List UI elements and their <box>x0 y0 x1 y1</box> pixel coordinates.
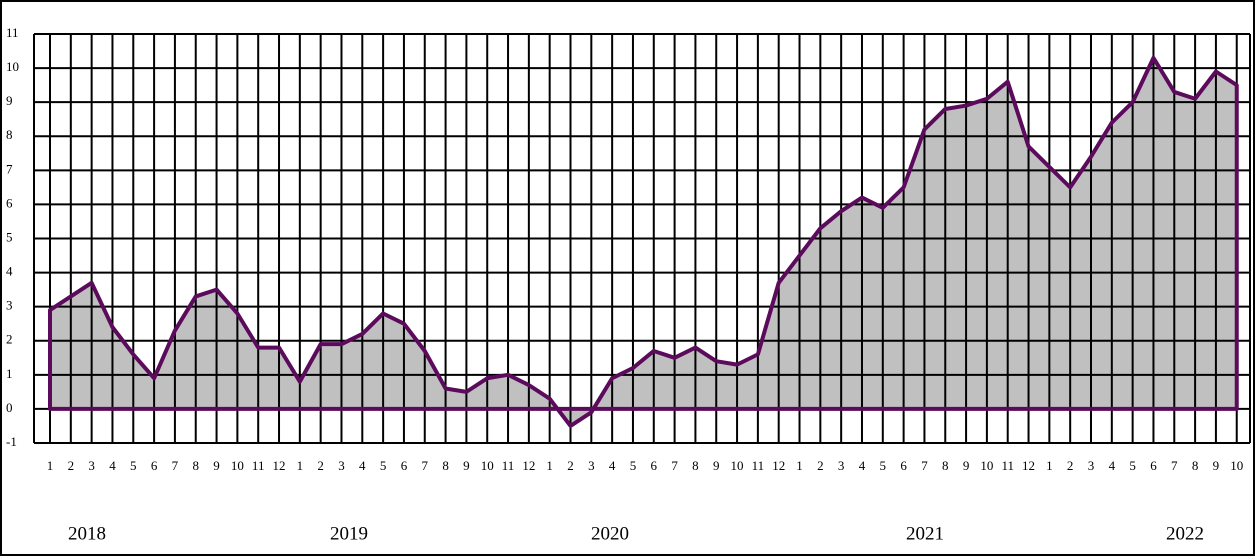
x-tick-label: 6 <box>151 458 158 473</box>
year-label: 2020 <box>591 523 629 544</box>
x-tick-label: 9 <box>1213 458 1220 473</box>
year-label: 2022 <box>1166 523 1204 544</box>
y-tick-label: 5 <box>6 229 13 244</box>
x-tick-label: 8 <box>192 458 199 473</box>
x-tick-label: 1 <box>47 458 54 473</box>
x-tick-label: 4 <box>359 458 366 473</box>
y-tick-label: 9 <box>6 93 13 108</box>
x-tick-label: 3 <box>88 458 95 473</box>
x-tick-label: 4 <box>859 458 866 473</box>
x-tick-label: 5 <box>380 458 387 473</box>
x-tick-label: 2 <box>317 458 324 473</box>
x-tick-label: 6 <box>401 458 408 473</box>
x-tick-label: 4 <box>609 458 616 473</box>
x-tick-label: 11 <box>252 458 265 473</box>
x-tick-label: 1 <box>546 458 553 473</box>
x-tick-label: 7 <box>671 458 678 473</box>
y-tick-label: 0 <box>6 400 13 415</box>
x-tick-label: 9 <box>713 458 720 473</box>
x-tick-label: 7 <box>422 458 429 473</box>
x-tick-label: 2 <box>567 458 574 473</box>
y-tick-label: 7 <box>6 161 13 176</box>
x-tick-label: 9 <box>963 458 970 473</box>
x-tick-label: 11 <box>502 458 515 473</box>
x-tick-label: 12 <box>522 458 535 473</box>
x-tick-label: 8 <box>692 458 699 473</box>
y-tick-label: 11 <box>6 25 19 40</box>
x-tick-label: 4 <box>1109 458 1116 473</box>
area <box>50 57 1237 426</box>
x-tick-label: 7 <box>172 458 179 473</box>
y-tick-label: 6 <box>6 195 13 210</box>
x-tick-label: 10 <box>481 458 494 473</box>
x-tick-label: 8 <box>942 458 949 473</box>
x-tick-label: 12 <box>273 458 286 473</box>
x-tick-label: 10 <box>1230 458 1243 473</box>
x-tick-label: 9 <box>463 458 470 473</box>
x-tick-label: 3 <box>588 458 595 473</box>
x-tick-label: 11 <box>1001 458 1014 473</box>
x-tick-label: 8 <box>1192 458 1199 473</box>
year-label: 2019 <box>330 523 368 544</box>
x-tick-label: 6 <box>1150 458 1157 473</box>
x-tick-label: 7 <box>1171 458 1178 473</box>
x-tick-label: 10 <box>731 458 744 473</box>
x-tick-label: 9 <box>213 458 220 473</box>
y-tick-label: 1 <box>6 366 13 381</box>
x-tick-label: 5 <box>130 458 137 473</box>
y-tick-label: 8 <box>6 127 13 142</box>
x-tick-label: 8 <box>442 458 449 473</box>
x-tick-label: 5 <box>880 458 887 473</box>
y-tick-label: -1 <box>6 434 17 449</box>
x-tick-label: 10 <box>231 458 244 473</box>
y-tick-label: 10 <box>6 59 19 74</box>
x-tick-label: 3 <box>838 458 845 473</box>
year-label: 2018 <box>68 523 106 544</box>
x-tick-label: 10 <box>980 458 993 473</box>
x-tick-label: 5 <box>1129 458 1136 473</box>
y-tick-label: 4 <box>6 264 13 279</box>
x-tick-label: 12 <box>772 458 785 473</box>
x-tick-label: 6 <box>651 458 658 473</box>
x-tick-label: 1 <box>297 458 304 473</box>
x-tick-label: 7 <box>921 458 928 473</box>
x-tick-label: 2 <box>817 458 824 473</box>
y-tick-label: 2 <box>6 332 13 347</box>
x-tick-label: 2 <box>1067 458 1074 473</box>
x-tick-label: 3 <box>1088 458 1095 473</box>
area-outline <box>48 55 1239 428</box>
x-tick-label: 11 <box>752 458 765 473</box>
x-tick-label: 3 <box>338 458 345 473</box>
x-tick-label: 12 <box>1022 458 1035 473</box>
x-tick-label: 4 <box>109 458 116 473</box>
x-tick-label: 2 <box>68 458 75 473</box>
x-tick-label: 5 <box>630 458 637 473</box>
x-tick-label: 6 <box>900 458 907 473</box>
year-label: 2021 <box>906 523 944 544</box>
y-tick-label: 3 <box>6 298 13 313</box>
x-tick-label: 1 <box>796 458 803 473</box>
x-tick-label: 1 <box>1046 458 1053 473</box>
